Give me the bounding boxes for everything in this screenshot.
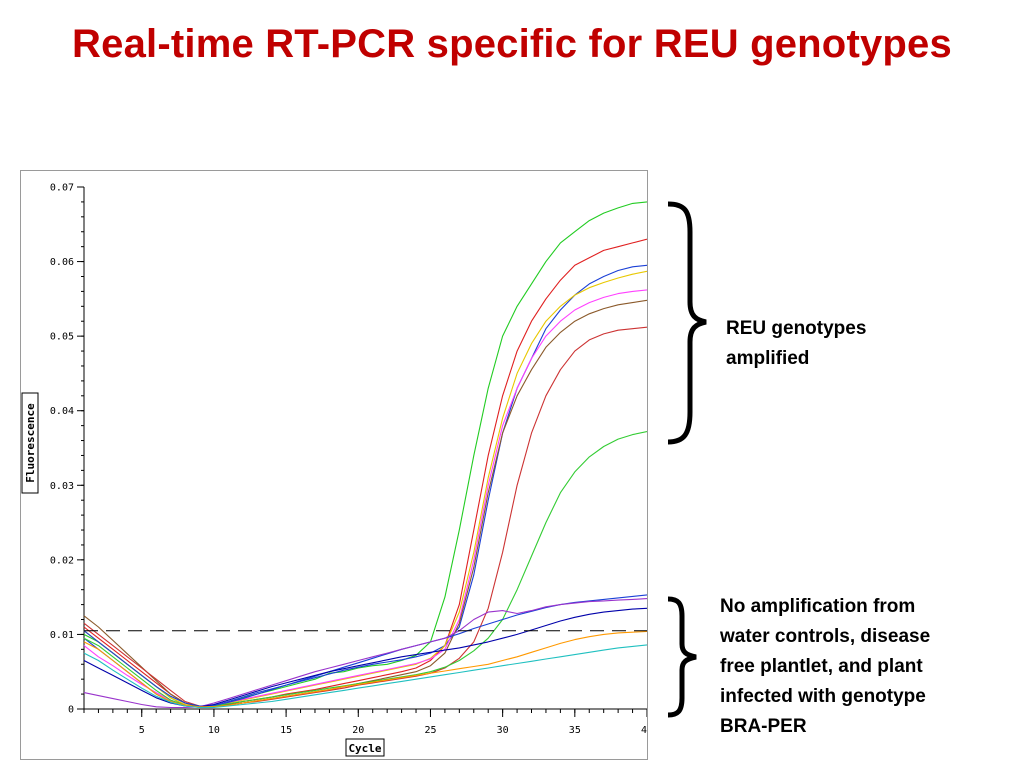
annotation-amplified: REU genotypes amplified bbox=[726, 314, 926, 374]
y-tick-label: 0.05 bbox=[50, 332, 74, 343]
y-tick-label: 0 bbox=[68, 705, 74, 716]
annotation-not-amplified: No amplification from water controls, di… bbox=[720, 592, 1000, 742]
annotation-not-amplified-line: water controls, disease bbox=[720, 626, 931, 647]
y-tick-label: 0.03 bbox=[50, 481, 74, 492]
x-tick-label: 15 bbox=[280, 725, 292, 736]
annotation-not-amplified-line: infected with genotype bbox=[720, 686, 926, 707]
right-brace-amplified bbox=[667, 201, 707, 445]
y-tick-label: 0.02 bbox=[50, 555, 74, 566]
x-tick-label: 5 bbox=[139, 725, 145, 736]
amplification-curve bbox=[83, 326, 647, 708]
right-brace-not-amplified bbox=[667, 596, 697, 718]
x-tick-label: 20 bbox=[352, 725, 364, 736]
amplification-curve bbox=[83, 431, 647, 708]
annotation-amplified-line: REU genotypes bbox=[726, 318, 867, 339]
amplification-plot: 0 0.01 0.02 0.03 0.04 0.05 0.06 0.07 5 10 15 20 25 30… bbox=[20, 170, 648, 760]
y-tick-label: 0.01 bbox=[50, 630, 74, 641]
x-axis-label-group: Cycle bbox=[345, 738, 385, 757]
amplification-curve bbox=[83, 270, 647, 708]
y-tick-label: 0.07 bbox=[50, 183, 74, 194]
amplification-curve bbox=[83, 264, 647, 708]
amplification-curve bbox=[83, 289, 647, 708]
annotation-amplified-line: amplified bbox=[726, 348, 810, 369]
amplification-curve bbox=[83, 644, 647, 709]
slide-title: Real-time RT-PCR specific for REU genoty… bbox=[72, 22, 952, 66]
amplification-curve bbox=[83, 238, 647, 708]
amplification-curve bbox=[83, 630, 647, 708]
y-tick-label: 0.04 bbox=[50, 406, 74, 417]
y-axis-label-group: Fluorescence bbox=[21, 392, 39, 494]
x-tick-label: 40 bbox=[641, 725, 647, 736]
amplification-chart: 0 0.01 0.02 0.03 0.04 0.05 0.06 0.07 5 10 15 20 25 30… bbox=[21, 183, 647, 757]
x-axis-label-box bbox=[345, 738, 385, 757]
annotation-not-amplified-line: free plantlet, and plant bbox=[720, 656, 923, 677]
annotation-not-amplified-line: BRA-PER bbox=[720, 716, 807, 737]
amplification-curve bbox=[83, 598, 647, 709]
x-axis-label: Cycle bbox=[348, 742, 381, 755]
x-tick-label: 35 bbox=[569, 725, 581, 736]
x-tick-label: 30 bbox=[497, 725, 509, 736]
annotation-not-amplified-line: No amplification from bbox=[720, 596, 916, 617]
x-tick-label: 10 bbox=[208, 725, 220, 736]
y-tick-label: 0.06 bbox=[50, 257, 74, 268]
y-axis-label: Fluorescence bbox=[24, 403, 37, 483]
amplification-curve bbox=[83, 299, 647, 708]
x-tick-label: 25 bbox=[424, 725, 436, 736]
y-axis-label-box bbox=[21, 392, 39, 494]
